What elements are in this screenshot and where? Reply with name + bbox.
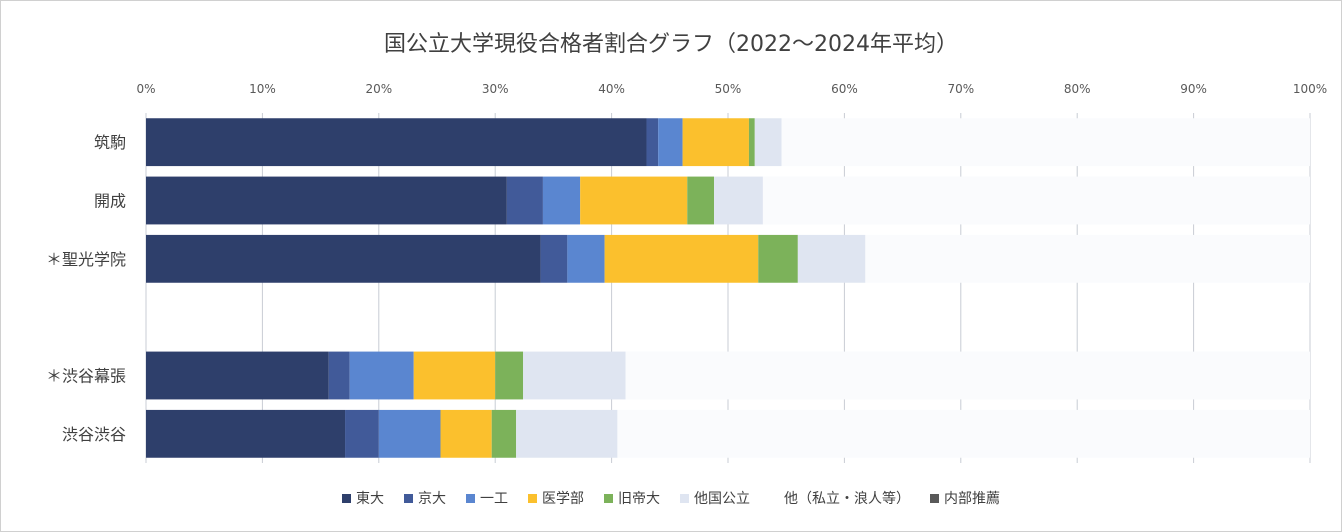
x-tick-label-5: 50% [715,82,742,96]
bar-0-4 [748,118,755,167]
legend-label-7: 内部推薦 [944,491,1000,507]
bar-0-2 [658,118,683,167]
legend: 東大 京大 一工 医学部 旧帝大 他国公立 他（私立・浪人等） 内部推薦 [342,490,1000,507]
bar-5-4 [491,409,517,458]
bar-2-4 [758,234,798,283]
legend-swatch-4 [604,494,613,503]
legend-swatch-1 [404,494,413,503]
legend-label-0: 東大 [356,491,384,507]
bar-5-2 [378,409,441,458]
grid-layer [145,113,1311,463]
bar-4-3 [413,351,496,400]
category-label-2: ＊聖光学院 [46,250,126,269]
bar-2-3 [604,234,759,283]
legend-swatch-0 [342,494,351,503]
legend-label-4: 旧帝大 [618,491,660,507]
x-tick-label-6: 60% [831,82,858,96]
bar-1-3 [580,176,688,225]
bar-0-5 [754,118,782,167]
x-tick-label-1: 10% [249,82,276,96]
bar-4-5 [523,351,626,400]
category-label-4: ＊渋谷幕張 [46,367,126,386]
bar-2-0 [146,234,541,283]
bar-4-2 [349,351,414,400]
x-tick-label-2: 20% [365,82,392,96]
legend-swatch-6 [770,494,779,503]
legend-label-1: 京大 [418,491,446,507]
bar-5-5 [516,409,618,458]
x-tick-label-8: 80% [1064,82,1091,96]
bar-0-3 [682,118,749,167]
legend-label-6: 他（私立・浪人等） [784,490,910,507]
bars-layer [146,118,1310,458]
bar-1-2 [542,176,581,225]
category-label-5: 渋谷渋谷 [62,425,126,444]
bar-2-6 [865,234,1310,283]
bar-1-1 [506,176,543,225]
category-label-1: 開成 [94,192,126,211]
bar-1-5 [714,176,763,225]
legend-label-3: 医学部 [542,491,584,507]
legend-swatch-7 [930,494,939,503]
bar-5-0 [146,409,346,458]
bar-0-6 [781,118,1310,167]
legend-label-2: 一工 [480,491,508,507]
bar-2-1 [540,234,568,283]
bar-0-0 [146,118,647,167]
x-tick-label-7: 70% [947,82,974,96]
bar-1-6 [762,176,1310,225]
bar-1-4 [687,176,715,225]
bar-5-3 [440,409,492,458]
x-tick-label-3: 30% [482,82,509,96]
legend-label-5: 他国公立 [694,491,750,507]
bar-4-1 [328,351,350,400]
x-tick-label-4: 40% [598,82,625,96]
chart-title: 国公立大学現役合格者割合グラフ（2022～2024年平均） [384,32,958,57]
tick-layer: 0% 10% 20% 30% 40% 50% 60% 70% 80% 90% 100% [136,82,1327,96]
bar-0-1 [646,118,659,167]
legend-swatch-5 [680,494,689,503]
bar-4-4 [495,351,524,400]
bar-5-1 [345,409,379,458]
legend-swatch-3 [528,494,537,503]
bar-2-2 [567,234,605,283]
bar-5-6 [617,409,1310,458]
legend-swatch-2 [466,494,475,503]
bar-4-0 [146,351,329,400]
x-tick-label-10: 100% [1293,82,1327,96]
bar-1-0 [146,176,507,225]
x-tick-label-9: 90% [1180,82,1207,96]
category-label-0: 筑駒 [94,133,126,152]
x-tick-label-0: 0% [136,82,155,96]
bar-4-6 [625,351,1310,400]
bar-2-5 [797,234,866,283]
